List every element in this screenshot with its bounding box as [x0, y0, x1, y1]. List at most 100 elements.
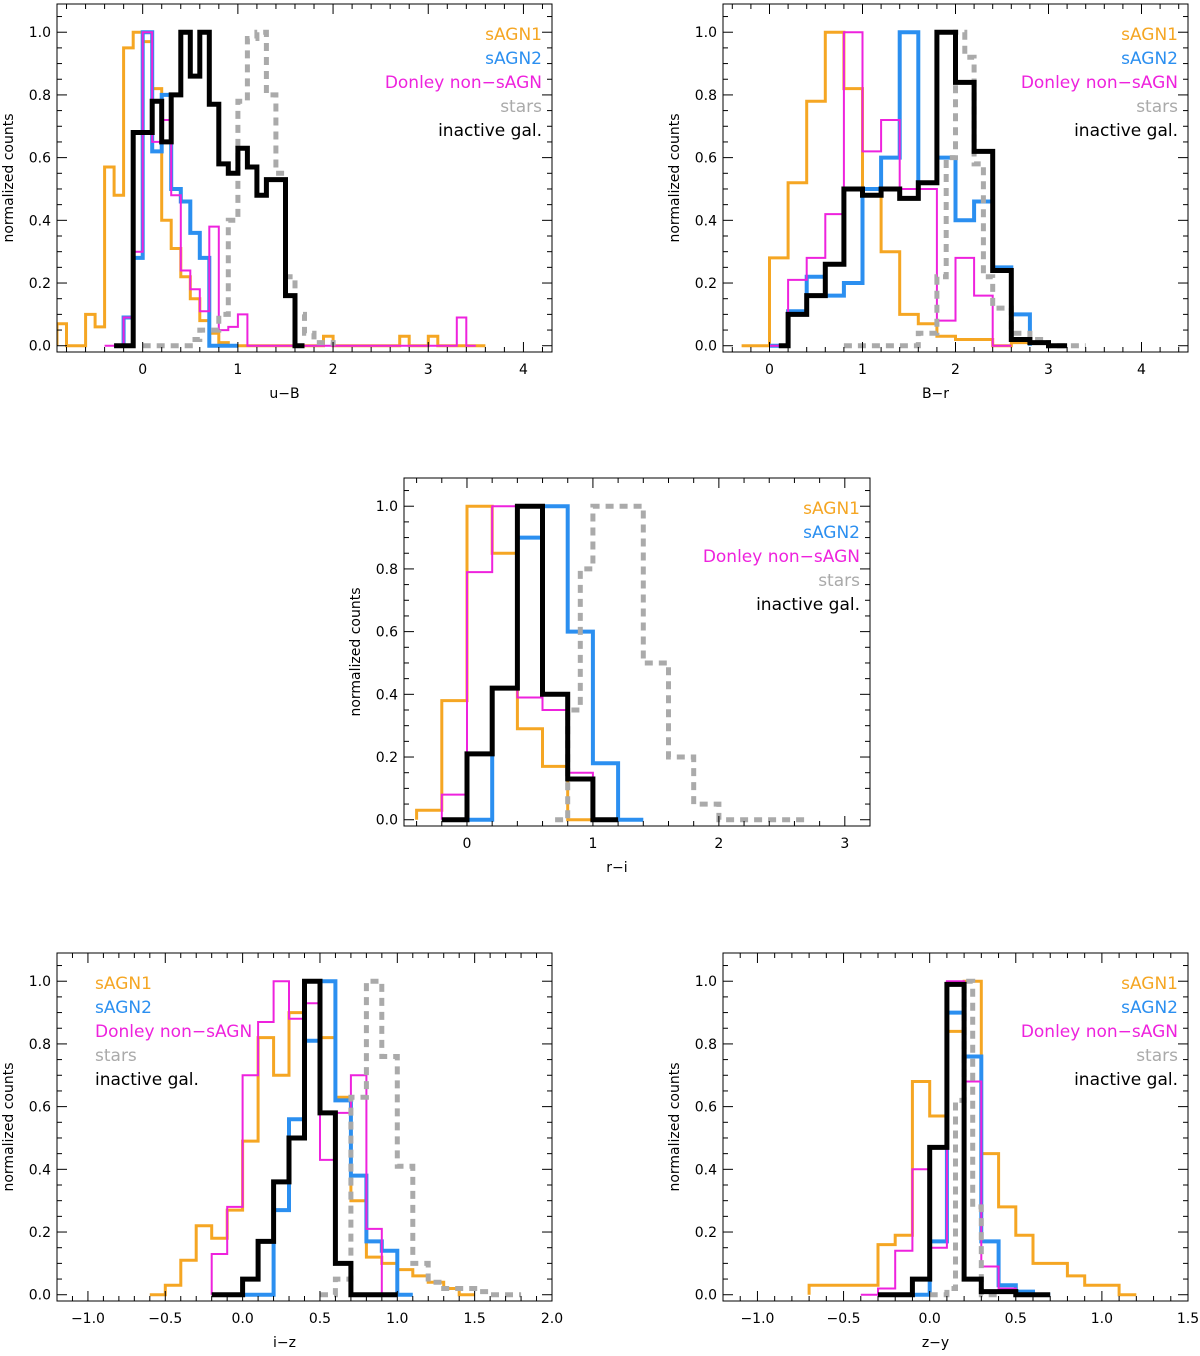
y-tick-label: 0.6	[29, 151, 51, 167]
x-axis-label: r−i	[606, 860, 627, 876]
y-tick-label: 0.4	[29, 213, 51, 229]
x-tick-label: −0.5	[827, 1311, 861, 1327]
y-tick-label: 0.6	[376, 625, 398, 641]
y-tick-label: 0.0	[376, 813, 398, 829]
plot-frame	[56, 3, 553, 353]
histogram-stars	[320, 978, 522, 1298]
y-tick-label: 0.6	[695, 151, 717, 167]
y-axis-label: normalized counts	[1, 113, 17, 242]
legend-entry: stars	[1136, 1046, 1178, 1066]
legend-entry: Donley non−sAGN	[1021, 1022, 1178, 1042]
y-axis-label: normalized counts	[348, 587, 364, 716]
y-tick-label: 0.6	[29, 1100, 51, 1116]
y-tick-label: 1.0	[695, 25, 717, 41]
x-axis-label: B−r	[922, 386, 949, 402]
legend-entry: inactive gal.	[1074, 121, 1178, 141]
y-axis-label: normalized counts	[667, 1062, 683, 1191]
x-tick-label: 4	[1137, 362, 1146, 378]
legend-entry: sAGN1	[1121, 25, 1178, 45]
y-tick-label: 0.4	[695, 1162, 717, 1178]
x-tick-label: 3	[840, 836, 849, 852]
x-tick-label: 2.0	[541, 1311, 563, 1327]
panel-2: 0 1 2 3 4 0.0 0.2 0.4 0.6 0.8 1.0 B−r normalized cou…	[667, 3, 1189, 402]
legend-entry: sAGN1	[1121, 974, 1178, 994]
legend-entry: stars	[95, 1046, 137, 1066]
y-tick-label: 0.2	[695, 1225, 717, 1241]
histogram-inactive-gal-	[441, 503, 619, 823]
x-tick-label: 1.0	[1091, 1311, 1113, 1327]
y-tick-label: 1.0	[29, 25, 51, 41]
legend-entry: stars	[1136, 97, 1178, 117]
x-tick-label: 1	[858, 362, 867, 378]
histogram-inactive-gal-	[211, 978, 398, 1298]
legend-entry: sAGN2	[95, 998, 152, 1018]
legend-entry: inactive gal.	[1074, 1070, 1178, 1090]
histogram-inactive-gal-	[778, 29, 1068, 349]
legend-entry: inactive gal.	[438, 121, 542, 141]
panel-3: 0 1 2 3 0.0 0.2 0.4 0.6 0.8 1.0 r−i normalized coun…	[348, 477, 871, 876]
legend-entry: sAGN2	[1121, 998, 1178, 1018]
y-tick-label: 0.8	[695, 1037, 717, 1053]
legend-entry: sAGN1	[95, 974, 152, 994]
x-tick-label: 0	[138, 362, 147, 378]
y-tick-label: 0.6	[695, 1100, 717, 1116]
x-tick-label: 0	[463, 836, 472, 852]
x-tick-label: 0.0	[231, 1311, 253, 1327]
y-tick-label: 1.0	[695, 974, 717, 990]
y-axis-label: normalized counts	[1, 1062, 17, 1191]
histogram-inactive-gal-	[114, 29, 305, 349]
x-tick-label: 1	[233, 362, 242, 378]
x-tick-label: 3	[1044, 362, 1053, 378]
x-tick-label: 1.5	[1177, 1311, 1199, 1327]
legend-entry: sAGN1	[485, 25, 542, 45]
y-tick-label: 0.4	[695, 213, 717, 229]
x-tick-label: 3	[424, 362, 433, 378]
y-tick-label: 1.0	[376, 499, 398, 515]
legend-entry: sAGN2	[485, 49, 542, 69]
x-tick-label: 0.5	[1005, 1311, 1027, 1327]
y-tick-label: 0.8	[695, 88, 717, 104]
series-group	[415, 503, 807, 823]
plot-frame	[722, 952, 1189, 1302]
x-tick-label: 2	[329, 362, 338, 378]
x-tick-label: 0.0	[919, 1311, 941, 1327]
y-axis-label: normalized counts	[667, 113, 683, 242]
legend-entry: Donley non−sAGN	[95, 1022, 252, 1042]
x-axis-label: i−z	[273, 1335, 296, 1351]
y-tick-label: 0.4	[29, 1162, 51, 1178]
panel-5: −1.0 −0.5 0.0 0.5 1.0 1.5 0.0 0.2 0.4 0.6 0.8 1.0 z−…	[667, 952, 1199, 1351]
series-group	[57, 29, 486, 349]
x-tick-label: 2	[714, 836, 723, 852]
legend-entry: stars	[500, 97, 542, 117]
legend-entry: stars	[818, 571, 860, 591]
x-tick-label: 1.5	[464, 1311, 486, 1327]
y-tick-label: 0.2	[29, 276, 51, 292]
histogram-donley-non-sagn	[860, 980, 1017, 1296]
histogram-stars	[142, 29, 336, 349]
y-tick-label: 0.2	[695, 276, 717, 292]
x-tick-label: −0.5	[148, 1311, 182, 1327]
y-tick-label: 0.2	[376, 750, 398, 766]
y-tick-label: 1.0	[29, 974, 51, 990]
x-tick-label: 1	[588, 836, 597, 852]
series-group	[149, 978, 522, 1298]
legend-entry: sAGN2	[803, 523, 860, 543]
series-group	[741, 29, 1086, 349]
y-tick-label: 0.0	[695, 1288, 717, 1304]
x-tick-label: −1.0	[740, 1311, 774, 1327]
legend-entry: sAGN1	[803, 499, 860, 519]
legend-entry: Donley non−sAGN	[385, 73, 542, 93]
legend-entry: Donley non−sAGN	[703, 547, 860, 567]
y-tick-label: 0.0	[29, 1288, 51, 1304]
y-tick-label: 0.2	[29, 1225, 51, 1241]
x-tick-label: −1.0	[71, 1311, 105, 1327]
panel-1: 0 1 2 3 4 0.0 0.2 0.4 0.6 0.8 1.0 u−B normalized cou…	[1, 3, 553, 402]
histogram-donley-non-sagn	[769, 31, 1012, 347]
legend-entry: sAGN2	[1121, 49, 1178, 69]
legend-entry: inactive gal.	[95, 1070, 199, 1090]
histogram-stars	[929, 978, 999, 1298]
x-axis-label: u−B	[269, 386, 299, 402]
legend-entry: inactive gal.	[756, 595, 860, 615]
